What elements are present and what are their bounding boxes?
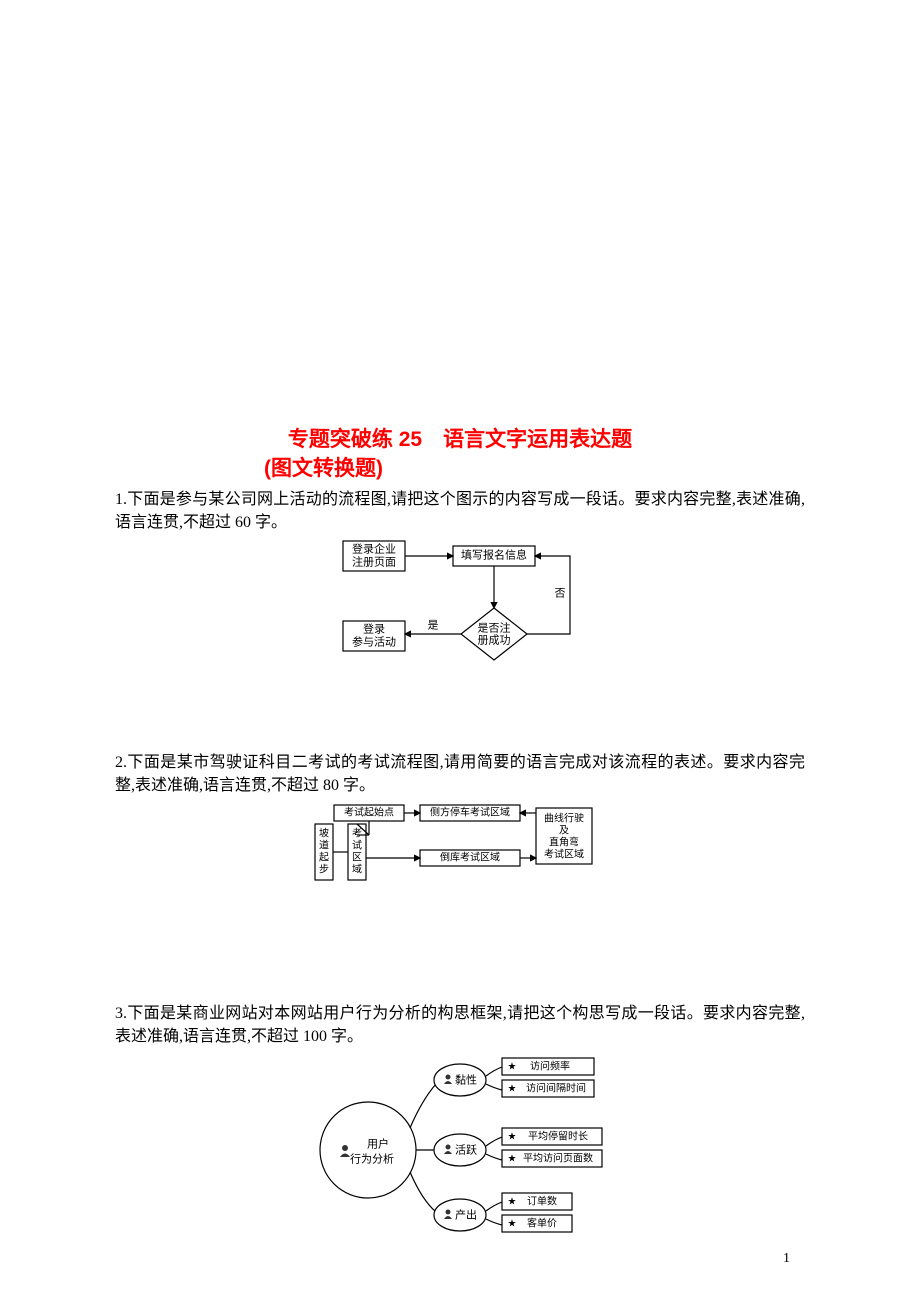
question-3-text: 3.下面是某商业网站对本网站用户行为分析的构思框架,请把这个构思写成一段话。要求…	[115, 1002, 805, 1048]
svg-text:参与活动: 参与活动	[352, 635, 396, 649]
svg-text:★: ★	[508, 1196, 517, 1207]
svg-text:曲线行驶: 曲线行驶	[544, 811, 584, 824]
svg-text:考试区域: 考试区域	[544, 847, 584, 860]
svg-text:否: 否	[555, 588, 566, 600]
svg-text:道: 道	[319, 838, 329, 851]
svg-text:访问频率: 访问频率	[530, 1059, 570, 1072]
svg-text:订单数: 订单数	[527, 1194, 557, 1207]
svg-text:★: ★	[508, 1131, 517, 1142]
svg-text:产出: 产出	[455, 1207, 477, 1221]
title-line1: 专题突破练 25 语言文字运用表达题	[115, 425, 805, 454]
title-block: 专题突破练 25 语言文字运用表达题 (图文转换题)	[115, 425, 805, 484]
svg-text:填写报名信息: 填写报名信息	[461, 548, 527, 562]
svg-text:试: 试	[352, 838, 362, 851]
svg-text:★: ★	[508, 1083, 517, 1094]
mindmap-3: 用户 行为分析 黏性 ★ 访问频率 ★ 访问间隔时间 活跃	[310, 1050, 610, 1240]
svg-text:册成功: 册成功	[478, 634, 511, 647]
svg-text:黏性: 黏性	[455, 1072, 477, 1086]
svg-text:侧方停车考试区域: 侧方停车考试区域	[430, 805, 510, 818]
flowchart-1: 登录企业 注册页面 填写报名信息 登录 参与活动 是否注 册成功 是 否	[325, 536, 595, 661]
question-2-text: 2.下面是某市驾驶证科目二考试的考试流程图,请用简要的语言完成对该流程的表述。要…	[115, 751, 805, 797]
title-line2: (图文转换题)	[115, 454, 805, 483]
svg-text:平均停留时长: 平均停留时长	[528, 1129, 588, 1142]
svg-text:及: 及	[559, 824, 569, 836]
page-number: 1	[783, 1251, 790, 1267]
svg-text:注册页面: 注册页面	[352, 555, 396, 569]
svg-text:域: 域	[352, 862, 362, 875]
question-1-text: 1.下面是参与某公司网上活动的流程图,请把这个图示的内容写成一段话。要求内容完整…	[115, 488, 805, 534]
svg-text:★: ★	[508, 1218, 517, 1229]
svg-text:活跃: 活跃	[455, 1142, 477, 1156]
page-content: 专题突破练 25 语言文字运用表达题 (图文转换题) 1.下面是参与某公司网上活…	[0, 0, 920, 1240]
svg-text:起: 起	[319, 851, 329, 863]
svg-text:坡: 坡	[319, 826, 329, 839]
svg-text:访问间隔时间: 访问间隔时间	[526, 1081, 586, 1094]
svg-text:考: 考	[352, 827, 362, 839]
diagram-2: 考试起始点 侧方停车考试区域 曲线行驶 及 直角弯 考试区域 坡 道 起 步 考…	[115, 798, 805, 890]
diagram-3: 用户 行为分析 黏性 ★ 访问频率 ★ 访问间隔时间 活跃	[115, 1048, 805, 1240]
svg-text:步: 步	[319, 863, 329, 875]
svg-text:★: ★	[508, 1061, 517, 1072]
svg-text:客单价: 客单价	[527, 1216, 557, 1229]
svg-text:区: 区	[352, 851, 362, 863]
svg-text:用户: 用户	[367, 1136, 389, 1150]
flowchart-2: 考试起始点 侧方停车考试区域 曲线行驶 及 直角弯 考试区域 坡 道 起 步 考…	[310, 800, 610, 890]
svg-text:登录企业: 登录企业	[352, 542, 396, 556]
svg-text:★: ★	[508, 1153, 517, 1164]
diagram-1: 登录企业 注册页面 填写报名信息 登录 参与活动 是否注 册成功 是 否	[115, 534, 805, 661]
svg-text:直角弯: 直角弯	[549, 835, 579, 848]
svg-text:平均访问页面数: 平均访问页面数	[523, 1151, 593, 1164]
svg-text:登录: 登录	[363, 622, 385, 636]
svg-text:考试起始点: 考试起始点	[344, 805, 394, 818]
svg-text:是: 是	[428, 619, 439, 632]
svg-text:倒库考试区域: 倒库考试区域	[440, 850, 500, 863]
svg-text:行为分析: 行为分析	[350, 1151, 394, 1165]
svg-text:是否注: 是否注	[478, 621, 511, 635]
